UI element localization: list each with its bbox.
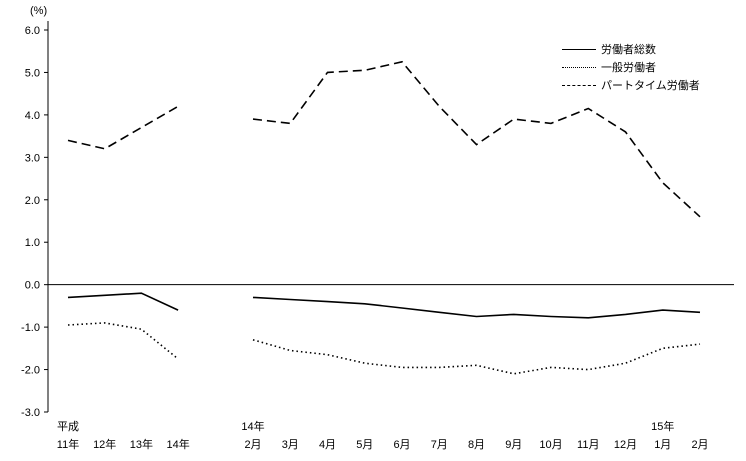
x-era-label: 平成 bbox=[57, 420, 79, 433]
x-tick-label: 12年 bbox=[93, 437, 116, 451]
x-tick-label: 12月 bbox=[614, 439, 637, 451]
y-tick-label: 2.0 bbox=[25, 195, 40, 207]
x-tick-label: 2月 bbox=[691, 439, 708, 451]
x-tick-label: 7月 bbox=[431, 439, 448, 451]
series-line-annual bbox=[67, 105, 179, 150]
dashed-line-icon bbox=[562, 84, 596, 86]
series-line-annual bbox=[67, 322, 179, 360]
legend-label-parttime: パートタイム労働者 bbox=[601, 80, 700, 92]
x-era-label: 15年 bbox=[651, 419, 674, 433]
y-tick-label: 0.0 bbox=[25, 280, 40, 292]
legend-label-general: 一般労働者 bbox=[601, 62, 656, 74]
x-tick-label: 1月 bbox=[654, 439, 671, 451]
x-tick-label: 13年 bbox=[130, 437, 153, 451]
x-tick-label: 8月 bbox=[468, 439, 485, 451]
dotted-line-icon bbox=[562, 66, 596, 68]
y-tick-label: -2.0 bbox=[21, 365, 40, 377]
series-line-monthly bbox=[252, 296, 701, 319]
y-axis-unit-label: (%) bbox=[30, 5, 48, 17]
x-tick-label: 5月 bbox=[356, 439, 373, 451]
series-line-annual bbox=[67, 292, 179, 311]
x-tick-label: 2月 bbox=[244, 439, 261, 451]
legend-item-total: 労働者総数 bbox=[562, 40, 700, 58]
x-tick-label: 11年 bbox=[57, 437, 79, 451]
legend: 労働者総数 一般労働者 パートタイム労働者 bbox=[562, 40, 700, 94]
y-tick-label: 4.0 bbox=[25, 110, 40, 122]
y-tick-label: -1.0 bbox=[21, 322, 40, 334]
y-tick-label: 5.0 bbox=[25, 67, 40, 79]
x-tick-label: 3月 bbox=[282, 439, 299, 451]
x-tick-label: 14年 bbox=[166, 437, 189, 451]
x-tick-label: 6月 bbox=[393, 439, 410, 451]
y-tick-label: 6.0 bbox=[25, 25, 40, 37]
x-tick-label: 11月 bbox=[577, 439, 599, 451]
x-tick-label: 4月 bbox=[319, 439, 336, 451]
legend-item-general: 一般労働者 bbox=[562, 58, 700, 76]
y-tick-label: -3.0 bbox=[21, 407, 40, 419]
y-tick-label: 1.0 bbox=[25, 237, 40, 249]
y-tick-label: 3.0 bbox=[25, 152, 40, 164]
x-tick-label: 10月 bbox=[539, 439, 562, 451]
legend-label-total: 労働者総数 bbox=[601, 44, 656, 56]
legend-item-parttime: パートタイム労働者 bbox=[562, 76, 700, 94]
series-line-monthly bbox=[252, 60, 701, 218]
x-era-label: 14年 bbox=[241, 419, 264, 433]
x-tick-label: 9月 bbox=[505, 439, 522, 451]
series-line-monthly bbox=[252, 339, 701, 375]
solid-line-icon bbox=[562, 48, 596, 50]
